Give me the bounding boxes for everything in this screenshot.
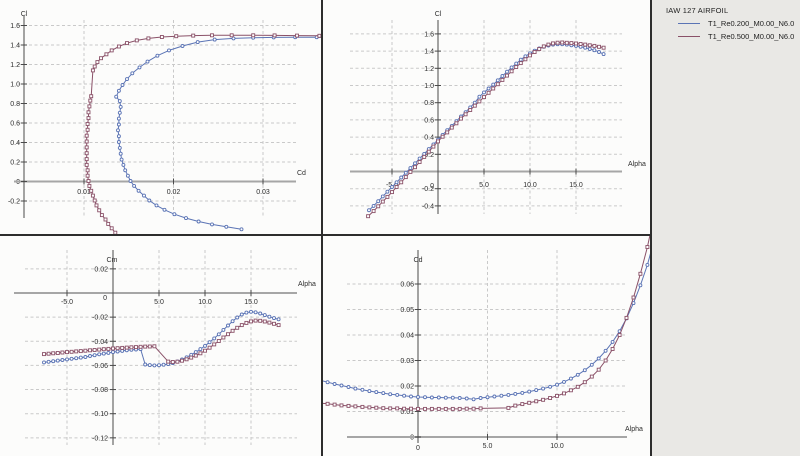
svg-text:Cl: Cl [21, 11, 28, 18]
svg-text:5.0: 5.0 [154, 299, 164, 306]
svg-text:1.4: 1.4 [424, 49, 434, 56]
svg-text:0.03: 0.03 [256, 189, 270, 196]
svg-text:-0.10: -0.10 [92, 411, 108, 418]
svg-text:-0.12: -0.12 [92, 435, 108, 442]
svg-text:0: 0 [416, 445, 420, 452]
svg-text:5.0: 5.0 [479, 182, 489, 189]
svg-text:Cm: Cm [107, 257, 118, 264]
legend-item: T1_Re0.500_M0.00_N6.0 [678, 30, 800, 43]
svg-text:0.8: 0.8 [424, 100, 434, 107]
legend-panel: IAW 127 AIRFOIL T1_Re0.200_M0.00_N6.0 T1… [650, 0, 800, 456]
legend-line-sample-re02 [678, 23, 700, 24]
svg-text:-0.4: -0.4 [422, 203, 434, 210]
svg-text:0.2: 0.2 [10, 160, 20, 167]
svg-text:1.2: 1.2 [424, 66, 434, 73]
svg-text:1.0: 1.0 [424, 83, 434, 90]
svg-text:15.0: 15.0 [244, 299, 258, 306]
svg-text:0.03: 0.03 [400, 358, 414, 365]
svg-text:-0.08: -0.08 [92, 387, 108, 394]
svg-text:-5.0: -5.0 [61, 299, 73, 306]
svg-text:1.0: 1.0 [10, 82, 20, 89]
svg-text:0.04: 0.04 [400, 333, 414, 340]
svg-text:0.6: 0.6 [424, 117, 434, 124]
svg-text:0: 0 [430, 183, 434, 190]
svg-text:Alpha: Alpha [628, 161, 646, 168]
svg-text:Cl: Cl [435, 11, 442, 18]
svg-text:-0.06: -0.06 [92, 363, 108, 370]
svg-text:Cd: Cd [414, 257, 423, 264]
svg-text:0.4: 0.4 [10, 140, 20, 147]
svg-text:10.0: 10.0 [523, 182, 537, 189]
svg-text:0.05: 0.05 [400, 307, 414, 314]
svg-text:0.06: 0.06 [400, 282, 414, 289]
drag-polar-plot: 1.61.41.21.00.80.60.40.20-0.20.010.020.0… [8, 11, 321, 234]
svg-text:Alpha: Alpha [625, 426, 643, 433]
svg-text:10.0: 10.0 [550, 443, 564, 450]
svg-text:-0.02: -0.02 [92, 315, 108, 322]
svg-text:0.01: 0.01 [400, 409, 414, 416]
svg-text:10.0: 10.0 [198, 299, 212, 306]
svg-text:0.2: 0.2 [424, 152, 434, 159]
svg-text:15.0: 15.0 [569, 182, 583, 189]
drag-polar-chart[interactable]: 1.61.41.21.00.80.60.40.20-0.20.010.020.0… [0, 0, 321, 234]
svg-text:0.6: 0.6 [10, 121, 20, 128]
legend-line-sample-re05 [678, 36, 700, 37]
svg-text:1.4: 1.4 [10, 43, 20, 50]
svg-text:0.02: 0.02 [94, 266, 108, 273]
svg-text:1.6: 1.6 [10, 23, 20, 30]
svg-text:0.02: 0.02 [167, 189, 181, 196]
svg-text:5.0: 5.0 [483, 443, 493, 450]
horizontal-chart-divider [0, 234, 650, 236]
svg-text:1.2: 1.2 [10, 62, 20, 69]
legend-item-label: T1_Re0.500_M0.00_N6.0 [708, 32, 795, 41]
svg-text:0.8: 0.8 [10, 101, 20, 108]
lift-curve-chart[interactable]: 1.61.41.21.00.80.60.40.2-0.2-0.4-5.05.01… [323, 0, 650, 234]
svg-text:Cd: Cd [297, 170, 306, 177]
moment-curve-chart[interactable]: 0.02 -0.02 -0.04 -0.06 -0.08 -0.10 -0.12 -5.0 5.… [0, 236, 321, 456]
lift-curve-plot: 1.61.41.21.00.80.60.40.2-0.2-0.4-5.05.01… [350, 11, 646, 219]
vertical-chart-divider [321, 0, 323, 456]
svg-text:0.4: 0.4 [424, 135, 434, 142]
svg-text:0: 0 [103, 295, 107, 302]
svg-text:-0.04: -0.04 [92, 339, 108, 346]
moment-curve-plot: 0.02 -0.02 -0.04 -0.06 -0.08 -0.10 -0.12 -5.0 5.… [14, 250, 316, 445]
svg-text:0.01: 0.01 [77, 189, 91, 196]
svg-text:0.02: 0.02 [400, 384, 414, 391]
svg-text:-0.2: -0.2 [422, 186, 434, 193]
legend-title: IAW 127 AIRFOIL [666, 6, 729, 15]
svg-text:Alpha: Alpha [298, 281, 316, 288]
legend-item: T1_Re0.200_M0.00_N6.0 [678, 17, 800, 30]
legend-item-label: T1_Re0.200_M0.00_N6.0 [708, 19, 795, 28]
svg-text:-0.2: -0.2 [8, 199, 20, 206]
svg-text:1.6: 1.6 [424, 31, 434, 38]
